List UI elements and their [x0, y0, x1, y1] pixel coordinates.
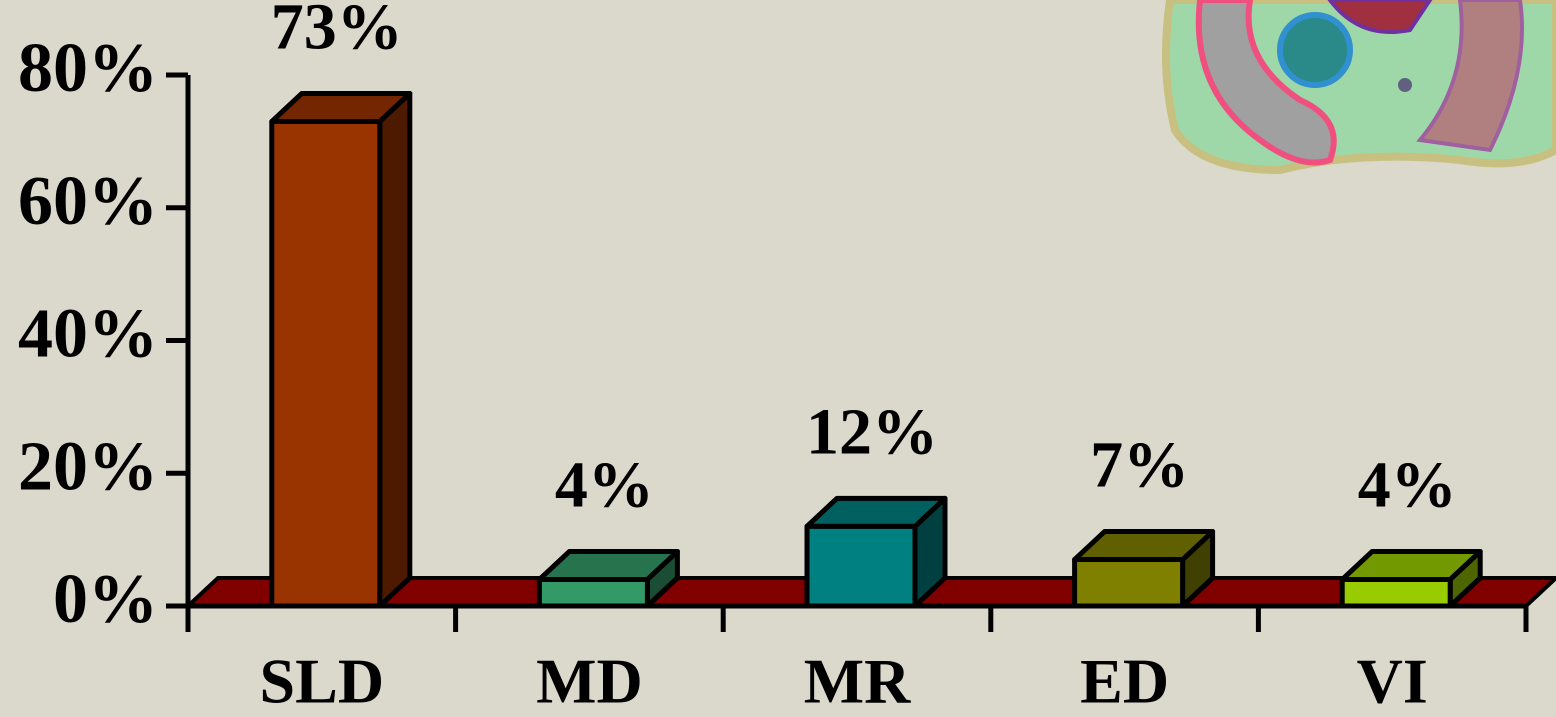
bar	[1339, 576, 1453, 609]
x-tick-label: SLD	[260, 646, 385, 717]
bar-side	[377, 90, 413, 609]
x-tick-label: ED	[1080, 646, 1169, 717]
bar	[1072, 557, 1186, 609]
y-tick-label: 0%	[53, 561, 158, 638]
bar	[536, 576, 650, 609]
y-tick-label: 20%	[18, 428, 158, 505]
x-tick-label: MR	[804, 646, 911, 717]
bar	[269, 118, 383, 609]
x-tick-label: MD	[536, 646, 643, 717]
value-label: 7%	[1090, 429, 1189, 502]
bar	[804, 523, 918, 609]
value-label: 4%	[555, 449, 654, 522]
value-label: 12%	[806, 395, 938, 468]
x-tick-label: VI	[1357, 646, 1428, 717]
clipart	[1162, 0, 1556, 175]
value-label: 73%	[271, 0, 403, 64]
y-tick-label: 40%	[18, 296, 158, 373]
y-tick-label: 80%	[18, 30, 158, 107]
y-tick-label: 60%	[18, 163, 158, 240]
value-label: 4%	[1358, 449, 1457, 522]
